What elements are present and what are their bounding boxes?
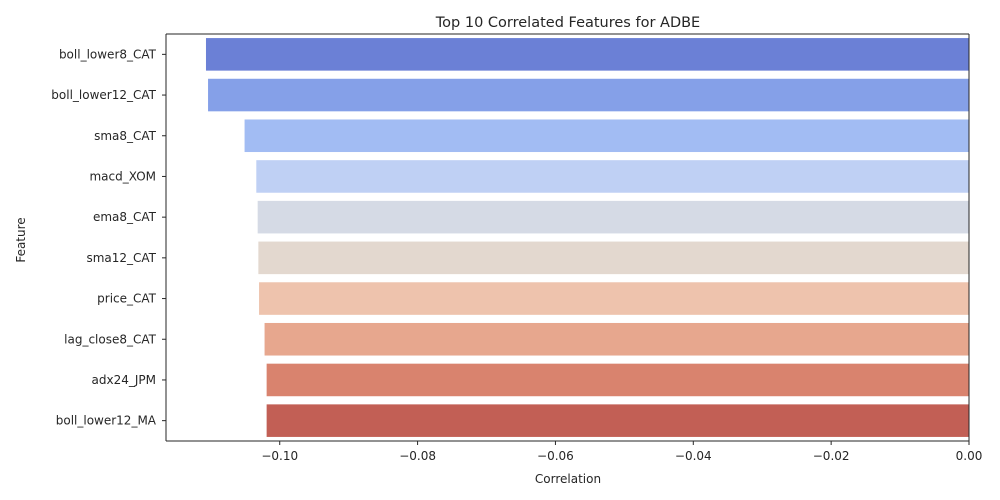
bar-boll_lower12_MA xyxy=(266,404,969,437)
bars-group xyxy=(205,38,970,437)
bar-sma12_CAT xyxy=(258,241,969,275)
x-tick-label: −0.08 xyxy=(399,449,436,463)
bar-price_CAT xyxy=(259,282,969,315)
y-tick-label: boll_lower12_CAT xyxy=(51,88,156,102)
y-tick-label: sma8_CAT xyxy=(94,129,157,143)
y-axis-ticks: boll_lower8_CAT boll_lower12_CAT sma8_CATm… xyxy=(51,47,166,428)
bar-sma8_CAT xyxy=(244,119,969,153)
bar-macd_XOM xyxy=(256,160,969,193)
chart-title: Top 10 Correlated Features for ADBE xyxy=(435,15,700,31)
y-tick-label: adx24_JPM xyxy=(92,373,156,387)
y-tick-label: boll_lower12_MA xyxy=(56,414,157,428)
y-tick-label: macd_XOM xyxy=(89,169,156,183)
bar-adx24_JPM xyxy=(266,363,969,397)
bar-ema8_CAT xyxy=(257,200,969,234)
x-tick-label: 0.00 xyxy=(956,449,983,463)
y-tick-label: price_CAT xyxy=(97,292,157,306)
bar-boll_lower12_CAT xyxy=(208,78,970,112)
y-tick-label: ema8_CAT xyxy=(93,210,157,224)
y-tick-label: boll_lower8_CAT xyxy=(59,47,157,61)
x-axis-ticks: −0.10 −0.08 −0.06 −0.04 −0.02 0.00 xyxy=(261,441,982,463)
bar-boll_lower8_CAT xyxy=(205,38,970,71)
x-axis-title: Correlation xyxy=(535,472,601,486)
x-tick-label: −0.02 xyxy=(813,449,850,463)
y-axis-title: Feature xyxy=(14,217,28,262)
y-tick-label: lag_close8_CAT xyxy=(64,332,157,346)
bar-lag_close8_CAT xyxy=(264,322,969,356)
x-tick-label: −0.04 xyxy=(675,449,712,463)
x-tick-label: −0.06 xyxy=(537,449,574,463)
axes-frame xyxy=(165,33,970,442)
x-tick-label: −0.10 xyxy=(261,449,298,463)
y-tick-label: sma12_CAT xyxy=(86,251,156,265)
